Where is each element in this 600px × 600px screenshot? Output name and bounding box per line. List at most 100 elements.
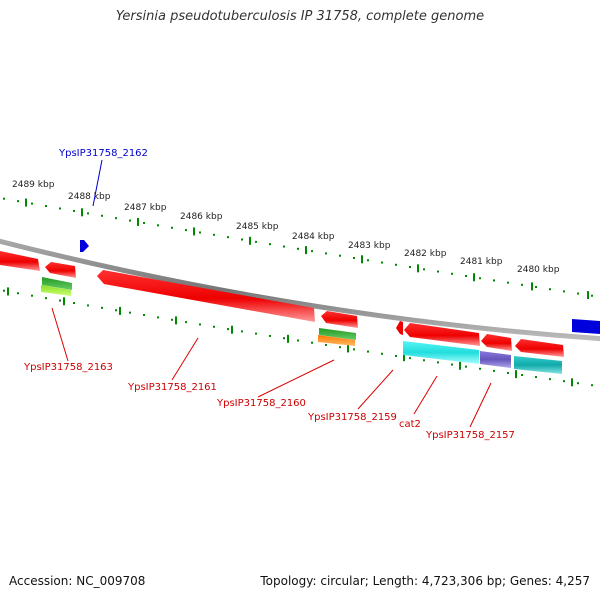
cog-bar-cyan <box>403 341 479 364</box>
scale-dot <box>227 236 229 239</box>
scale-dot <box>437 361 439 364</box>
scale-dot <box>521 374 523 377</box>
cds-arrow-ypsip31758-2160[interactable] <box>321 311 358 328</box>
scale-dot <box>535 376 537 379</box>
cds-arrow-cat2[interactable] <box>481 334 512 351</box>
scale-dot <box>423 268 425 271</box>
cog-bar-green <box>42 277 72 290</box>
scale-major-tick <box>137 217 139 226</box>
kbp-label: 2482 kbp <box>404 249 447 259</box>
kbp-label: 2485 kbp <box>236 222 279 232</box>
cds-arrow-ypsip31758-2159[interactable] <box>404 323 480 346</box>
scale-dot <box>381 352 383 355</box>
accession-text: Accession: NC_009708 <box>9 574 146 588</box>
outer-scale-dots <box>3 197 593 300</box>
scale-dot <box>577 382 579 385</box>
scale-dot <box>409 357 411 360</box>
gene-label-cat2[interactable]: cat2 <box>399 419 421 430</box>
scale-major-tick <box>119 306 121 315</box>
scale-major-tick <box>7 287 9 296</box>
label-leader-line <box>357 369 394 410</box>
scale-dot <box>353 256 355 259</box>
scale-dot <box>115 309 117 312</box>
gene-label-ypsip31758-2160[interactable]: YpsIP31758_2160 <box>216 398 306 409</box>
scale-dot <box>381 261 383 264</box>
scale-dot <box>129 311 131 314</box>
scale-dot <box>87 212 89 215</box>
scale-dot <box>367 350 369 353</box>
scale-dot <box>269 243 271 246</box>
scale-major-tick <box>63 297 65 306</box>
gene-label-ypsip31758-2159[interactable]: YpsIP31758_2159 <box>307 412 397 423</box>
scale-dot <box>549 288 551 291</box>
cog-bar-purple <box>480 351 511 368</box>
cds-arrow[interactable] <box>45 262 76 278</box>
scale-dot <box>493 279 495 282</box>
scale-dot <box>549 378 551 381</box>
scale-dot <box>283 245 285 248</box>
scale-dot <box>87 304 89 307</box>
kbp-label: 2480 kbp <box>517 265 560 275</box>
inner-scale-dots <box>3 287 593 387</box>
forward-gene-block[interactable] <box>572 319 600 334</box>
forward-gene-arrow[interactable] <box>80 240 89 252</box>
cds-arrow-ypsip31758-2161[interactable] <box>97 270 315 322</box>
scale-dot <box>31 294 33 297</box>
gene-label-ypsip31758-2163[interactable]: YpsIP31758_2163 <box>23 362 113 373</box>
cds-arrow-small[interactable] <box>396 321 403 335</box>
scale-dot <box>171 318 173 321</box>
scale-major-tick <box>25 198 27 207</box>
scale-dot <box>465 365 467 368</box>
kbp-label: 2487 kbp <box>124 203 167 213</box>
gene-label-ypsip31758-2162[interactable]: YpsIP31758_2162 <box>58 148 148 159</box>
scale-dot <box>185 321 187 324</box>
scale-dot <box>101 306 103 309</box>
scale-dot <box>241 238 243 241</box>
scale-dot <box>143 221 145 224</box>
kbp-label: 2486 kbp <box>180 212 223 222</box>
scale-major-tick <box>571 378 573 387</box>
scale-dot <box>185 229 187 232</box>
gene-label-ypsip31758-2157[interactable]: YpsIP31758_2157 <box>425 430 515 441</box>
scale-dot <box>297 339 299 342</box>
scale-dot <box>255 240 257 243</box>
scale-dot <box>479 277 481 280</box>
scale-dot <box>59 207 61 210</box>
label-leader-line <box>171 337 199 381</box>
label-leader-line <box>413 375 438 415</box>
scale-dot <box>493 369 495 372</box>
cds-arrow[interactable] <box>0 251 40 271</box>
scale-major-tick <box>305 246 307 255</box>
scale-dot <box>213 325 215 328</box>
map-title: Yersinia pseudotuberculosis IP 31758, co… <box>115 9 485 24</box>
scale-dot <box>269 334 271 337</box>
cog-bar-teal <box>514 356 562 374</box>
scale-dot <box>367 259 369 262</box>
scale-dot <box>199 323 201 326</box>
genome-backbone <box>0 238 600 342</box>
genome-summary-text: Topology: circular; Length: 4,723,306 bp… <box>260 574 590 588</box>
scale-dot <box>213 233 215 236</box>
scale-dot <box>157 224 159 227</box>
cds-arrow-ypsip31758-2157[interactable] <box>515 339 564 357</box>
scale-dot <box>339 346 341 349</box>
scale-dot <box>409 266 411 269</box>
scale-major-tick <box>587 291 589 300</box>
scale-dot <box>143 314 145 317</box>
scale-major-tick <box>531 282 533 291</box>
scale-major-tick <box>175 316 177 325</box>
scale-major-tick <box>347 344 349 353</box>
scale-dot <box>241 330 243 333</box>
scale-major-tick <box>193 227 195 236</box>
scale-dot <box>73 302 75 305</box>
scale-dot <box>115 217 117 220</box>
scale-dot <box>129 219 131 222</box>
scale-dot <box>451 363 453 366</box>
scale-dot <box>311 341 313 344</box>
scale-dot <box>157 316 159 319</box>
label-leader-line <box>51 307 69 362</box>
gene-label-ypsip31758-2161[interactable]: YpsIP31758_2161 <box>127 382 217 393</box>
scale-dot <box>395 354 397 357</box>
scale-dot <box>59 299 61 302</box>
scale-dot <box>17 292 19 295</box>
